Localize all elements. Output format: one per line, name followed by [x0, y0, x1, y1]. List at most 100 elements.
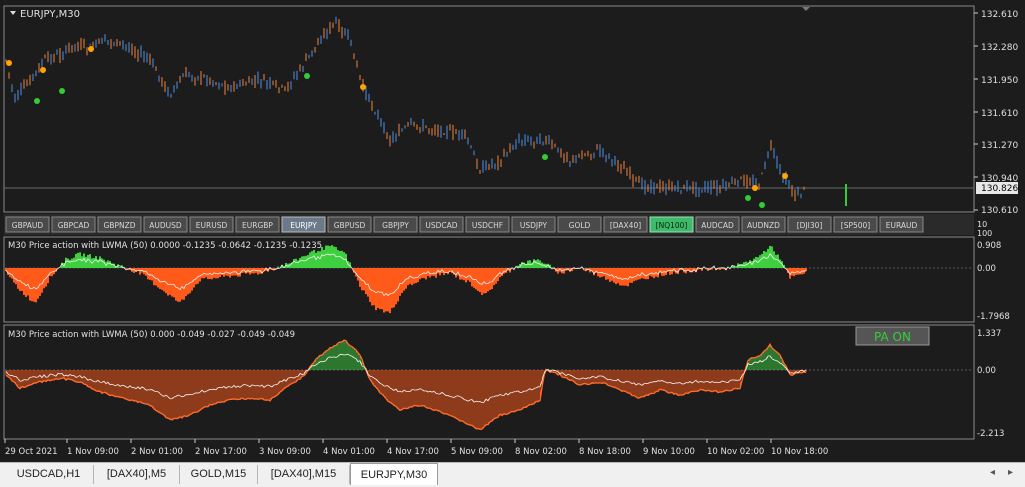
- time-axis-label: 8 Nov 18:00: [579, 447, 631, 457]
- symbol-button-label: EURGBP: [242, 221, 273, 230]
- signal-dot: [304, 73, 310, 79]
- symbol-button-label: GBPJPY: [382, 221, 409, 230]
- chart-tab[interactable]: USDCAD,H1: [4, 465, 94, 484]
- symbol-button[interactable]: GBPAUD: [5, 216, 50, 233]
- symbol-button-active[interactable]: EURJPY: [281, 216, 326, 233]
- time-axis-label: 4 Nov 01:00: [323, 447, 375, 457]
- pa-toggle-button[interactable]: PA ON: [855, 326, 930, 346]
- time-axis-label: 10 Nov 02:00: [707, 447, 764, 457]
- price-axis-label: 132.610: [981, 10, 1018, 20]
- symbol-button[interactable]: USDCAD: [419, 216, 464, 233]
- price-pane-frame: [3, 5, 975, 213]
- indicator-2-histogram: [5, 339, 973, 431]
- symbol-button[interactable]: GBPNZD: [97, 216, 142, 233]
- chart-tab-bar: USDCAD,H1 [DAX40],M5 GOLD,M15 [DAX40],M1…: [0, 462, 1025, 487]
- symbol-button[interactable]: AUDNZD: [741, 216, 786, 233]
- signal-dot: [759, 202, 765, 208]
- signal-dots: [6, 46, 788, 208]
- price-axis: 132.610 132.280 131.950 131.610 131.270 …: [974, 10, 1018, 216]
- symbol-button[interactable]: AUDUSD: [143, 216, 188, 233]
- indicator-2-lwma-line: [5, 353, 807, 403]
- symbol-button[interactable]: [SP500]: [833, 216, 878, 233]
- current-price-tag: [976, 182, 1018, 194]
- symbol-button-label: [DJI30]: [797, 221, 823, 230]
- chart-tab-active[interactable]: EURJPY,M30: [350, 463, 438, 485]
- indicator-1-lwma-line: [5, 253, 807, 297]
- indicator-1-axis-label: 0.908: [977, 241, 1001, 251]
- indicator-2-axis-label: -2.213: [977, 429, 1004, 439]
- indicator-1-level: 100: [977, 229, 992, 238]
- indicator-1-title: M30 Price action with LWMA (50) 0.0000 -…: [8, 241, 322, 251]
- signal-dot: [782, 173, 788, 179]
- symbol-button-label: USDCHF: [472, 221, 503, 230]
- symbol-button-label: EURAUD: [886, 221, 918, 230]
- time-axis-label: 29 Oct 2021: [5, 447, 58, 457]
- symbol-button[interactable]: EURGBP: [235, 216, 280, 233]
- symbol-button[interactable]: EURAUD: [879, 216, 924, 233]
- time-axis-label: 8 Nov 02:00: [515, 447, 567, 457]
- symbol-button-label: [DAX40]: [610, 221, 641, 230]
- price-pane[interactable]: EURJPY,M30: [3, 5, 975, 213]
- signal-dot: [88, 46, 94, 52]
- symbol-button[interactable]: [DAX40]: [603, 216, 648, 233]
- symbol-button-label: [NQ100]: [656, 221, 688, 230]
- symbol-button-label: GBPAUD: [12, 221, 44, 230]
- symbol-button-highlighted[interactable]: [NQ100]: [649, 216, 694, 233]
- symbol-button-label: AUDCAD: [701, 221, 734, 230]
- symbol-button[interactable]: EURUSD: [189, 216, 234, 233]
- symbol-button-label: USDJPY: [520, 221, 548, 230]
- indicator-pane-1[interactable]: M30 Price action with LWMA (50) 0.0000 -…: [3, 220, 1010, 323]
- symbol-button[interactable]: [DJI30]: [787, 216, 832, 233]
- signal-dot: [745, 195, 751, 201]
- shift-marker-icon[interactable]: [802, 7, 810, 11]
- price-axis-label: 130.940: [981, 174, 1018, 184]
- price-axis-label: 132.280: [981, 43, 1018, 53]
- symbol-button-label: GBPCAD: [58, 221, 90, 230]
- time-axis-label: 5 Nov 09:00: [451, 447, 503, 457]
- indicator-1-level: 10: [977, 220, 987, 229]
- indicator-2-axis-label: 1.337: [977, 329, 1001, 339]
- indicator-pane-2[interactable]: M30 Price action with LWMA (50) 0.000 -0…: [3, 324, 1004, 440]
- symbol-button[interactable]: GOLD: [557, 216, 602, 233]
- time-axis-label: 3 Nov 09:00: [259, 447, 311, 457]
- indicator-2-title: M30 Price action with LWMA (50) 0.000 -0…: [8, 330, 295, 340]
- symbol-button-label: GBPUSD: [334, 221, 366, 230]
- symbol-label: EURJPY,M30: [20, 9, 80, 20]
- chart-tab[interactable]: GOLD,M15: [180, 465, 258, 484]
- current-price-label: 130.826: [981, 184, 1018, 194]
- chart-tab[interactable]: [DAX40],M15: [258, 465, 350, 484]
- price-candles: [5, 16, 805, 202]
- indicator-1-axis-label: 0.00: [977, 264, 996, 274]
- symbol-button[interactable]: USDCHF: [465, 216, 510, 233]
- indicator-2-envelope-line: [5, 339, 807, 431]
- time-axis-label: 10 Nov 18:00: [771, 447, 828, 457]
- signal-dot: [752, 185, 758, 191]
- time-axis-label: 9 Nov 10:00: [643, 447, 695, 457]
- symbol-button-bar: GBPAUD GBPCAD GBPNZD AUDUSD EURUSD EURGB…: [4, 214, 974, 235]
- symbol-button-label: [SP500]: [841, 221, 871, 230]
- indicator-2-frame: [3, 324, 975, 440]
- chart-tab[interactable]: [DAX40],M5: [94, 465, 180, 484]
- signal-dot: [542, 154, 548, 160]
- indicator-1-frame: [3, 236, 975, 323]
- collapse-arrow-icon[interactable]: [10, 11, 16, 15]
- time-axis-label: 2 Nov 01:00: [131, 447, 183, 457]
- signal-dot: [59, 88, 65, 94]
- pa-toggle-label: PA ON: [874, 330, 911, 344]
- symbol-button-label: GBPNZD: [103, 221, 135, 230]
- signal-dot: [34, 98, 40, 104]
- symbol-button[interactable]: AUDCAD: [695, 216, 740, 233]
- tab-scroll-right-icon[interactable]: ▸: [1008, 467, 1014, 478]
- indicator-1-axis-label: -1.7968: [977, 312, 1010, 322]
- signal-dot: [360, 84, 366, 90]
- symbol-button[interactable]: GBPUSD: [327, 216, 372, 233]
- time-axis: 29 Oct 2021 1 Nov 09:00 2 Nov 01:00 2 No…: [4, 439, 828, 457]
- symbol-button-label: GOLD: [569, 221, 591, 230]
- symbol-button[interactable]: GBPCAD: [51, 216, 96, 233]
- symbol-button[interactable]: USDJPY: [511, 216, 556, 233]
- indicator-1-histogram: [5, 245, 973, 314]
- price-axis-label: 131.950: [981, 76, 1018, 86]
- symbol-button[interactable]: GBPJPY: [373, 216, 418, 233]
- tab-scroll-left-icon[interactable]: ◂: [990, 467, 996, 478]
